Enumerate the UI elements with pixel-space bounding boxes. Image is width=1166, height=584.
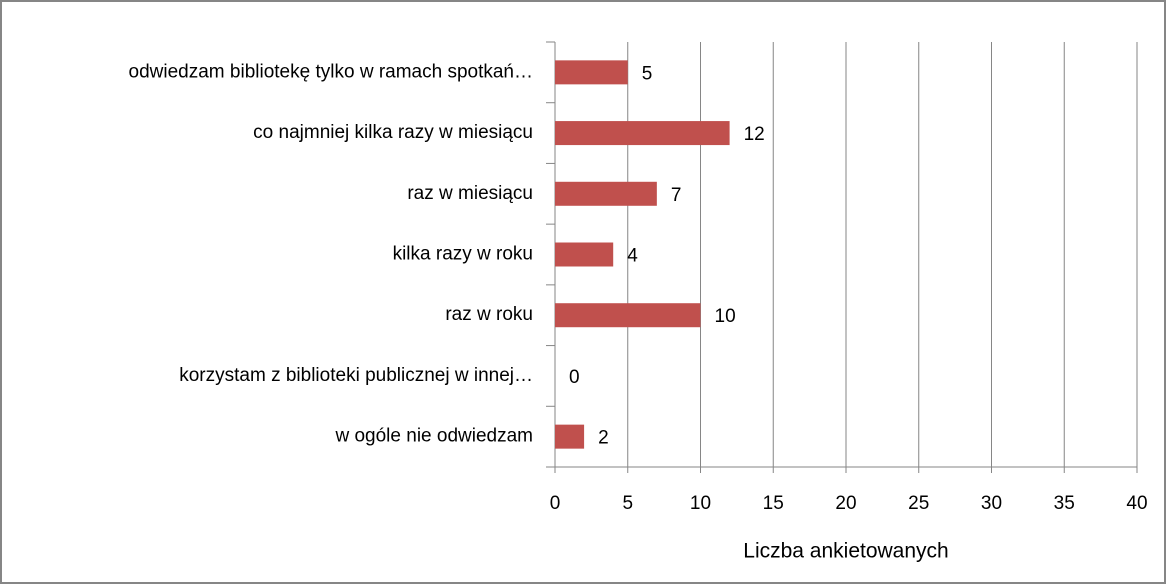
bar: [555, 60, 628, 85]
data-label: 12: [744, 124, 765, 145]
y-tick-label: w ogóle nie odwiedzam: [334, 426, 533, 447]
x-tick-label: 40: [1126, 493, 1147, 514]
y-tick-label: co najmniej kilka razy w miesiącu: [253, 122, 533, 143]
x-tick-label: 5: [622, 493, 633, 514]
data-label: 4: [627, 246, 638, 267]
data-label: 0: [569, 367, 580, 388]
y-tick-label: kilka razy w roku: [393, 244, 533, 265]
bar: [555, 424, 585, 449]
y-tick-label: raz w roku: [445, 304, 533, 325]
data-label: 2: [598, 428, 609, 449]
x-tick-label: 15: [763, 493, 784, 514]
x-tick-label: 25: [908, 493, 929, 514]
data-label: 5: [642, 63, 653, 84]
x-axis-title: Liczba ankietowanych: [743, 540, 948, 563]
x-tick-label: 20: [835, 493, 856, 514]
x-tick-label: 0: [550, 493, 561, 514]
bar: [555, 303, 701, 328]
data-label: 7: [671, 185, 682, 206]
y-tick-label: raz w miesiącu: [407, 183, 533, 204]
bar: [555, 121, 730, 146]
bar: [555, 242, 614, 267]
x-tick-label: 10: [690, 493, 711, 514]
data-label: 10: [715, 306, 736, 327]
y-tick-label: korzystam z biblioteki publicznej w inne…: [179, 365, 533, 386]
y-tick-label: odwiedzam bibliotekę tylko w ramach spot…: [129, 61, 533, 82]
x-tick-label: 35: [1054, 493, 1075, 514]
bar: [555, 181, 657, 206]
x-tick-label: 30: [981, 493, 1002, 514]
